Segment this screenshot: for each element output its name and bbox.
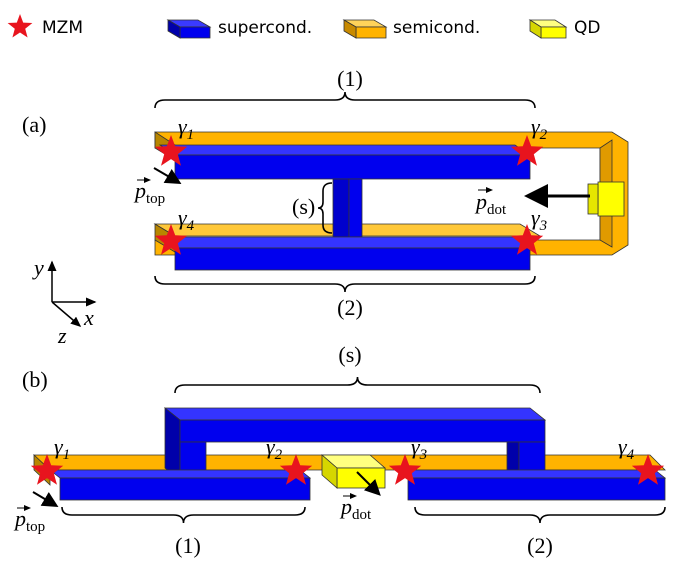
arrow — [154, 168, 178, 182]
superconductor — [165, 408, 180, 480]
superconductor — [408, 478, 665, 500]
superconductor — [180, 420, 545, 442]
brace — [415, 507, 665, 523]
majorana-label: γ1 — [178, 114, 194, 143]
brace-label: (s) — [338, 342, 361, 367]
arrow — [33, 492, 55, 505]
brace-label: (s) — [292, 194, 315, 219]
axis-label: x — [83, 305, 94, 330]
legend-label: supercond. — [218, 18, 312, 38]
majorana-label: γ2 — [531, 114, 548, 143]
brace — [155, 276, 535, 292]
superconductor — [349, 179, 362, 237]
brace-label: (1) — [175, 533, 201, 558]
majorana-label: γ1 — [54, 434, 70, 463]
brace — [175, 377, 540, 393]
majorana-label: γ3 — [531, 205, 547, 234]
superconductor — [50, 470, 310, 478]
quantum-dot — [598, 182, 624, 216]
axis-label: z — [57, 323, 67, 348]
panel-a: (a) (1) γ1 γ2 γ3 γ4 ptop pdot — [22, 66, 628, 348]
brace — [62, 507, 305, 523]
brace-label: (2) — [527, 533, 553, 558]
axis-label: y — [32, 255, 44, 280]
panel-label: (a) — [22, 112, 46, 137]
superconductor — [165, 408, 545, 420]
superconductor — [160, 145, 530, 155]
legend: MZM supercond. semicond. QD — [8, 14, 601, 38]
majorana-label: γ4 — [178, 205, 195, 234]
legend-label: semicond. — [393, 18, 480, 38]
momentum-label: ptop — [133, 178, 165, 207]
quantum-dot — [588, 184, 598, 214]
superconductor — [398, 470, 665, 478]
legend-label: QD — [574, 18, 600, 38]
legend-star — [8, 14, 33, 38]
majorana-label: γ4 — [618, 434, 635, 463]
legend-swatch — [356, 27, 386, 38]
legend-swatch — [541, 27, 566, 38]
figure: MZM supercond. semicond. QD (a) (1) — [0, 0, 673, 561]
superconductor — [60, 478, 310, 500]
superconductor — [333, 179, 349, 237]
brace — [155, 92, 535, 108]
brace-label: (2) — [337, 295, 363, 320]
legend-label: MZM — [42, 18, 83, 38]
momentum-label: pdot — [474, 189, 507, 218]
momentum-label: pdot — [339, 494, 372, 523]
superconductor — [175, 248, 530, 270]
legend-swatch — [180, 27, 210, 38]
superconductor — [160, 237, 530, 248]
superconductor — [175, 155, 530, 179]
panel-b: (b) (s) γ1 γ2 γ3 γ4 ptop pdot — [13, 342, 665, 558]
momentum-label: ptop — [13, 506, 45, 535]
panel-label: (b) — [22, 367, 48, 392]
brace-label: (1) — [337, 66, 363, 91]
quantum-dot — [337, 468, 385, 488]
